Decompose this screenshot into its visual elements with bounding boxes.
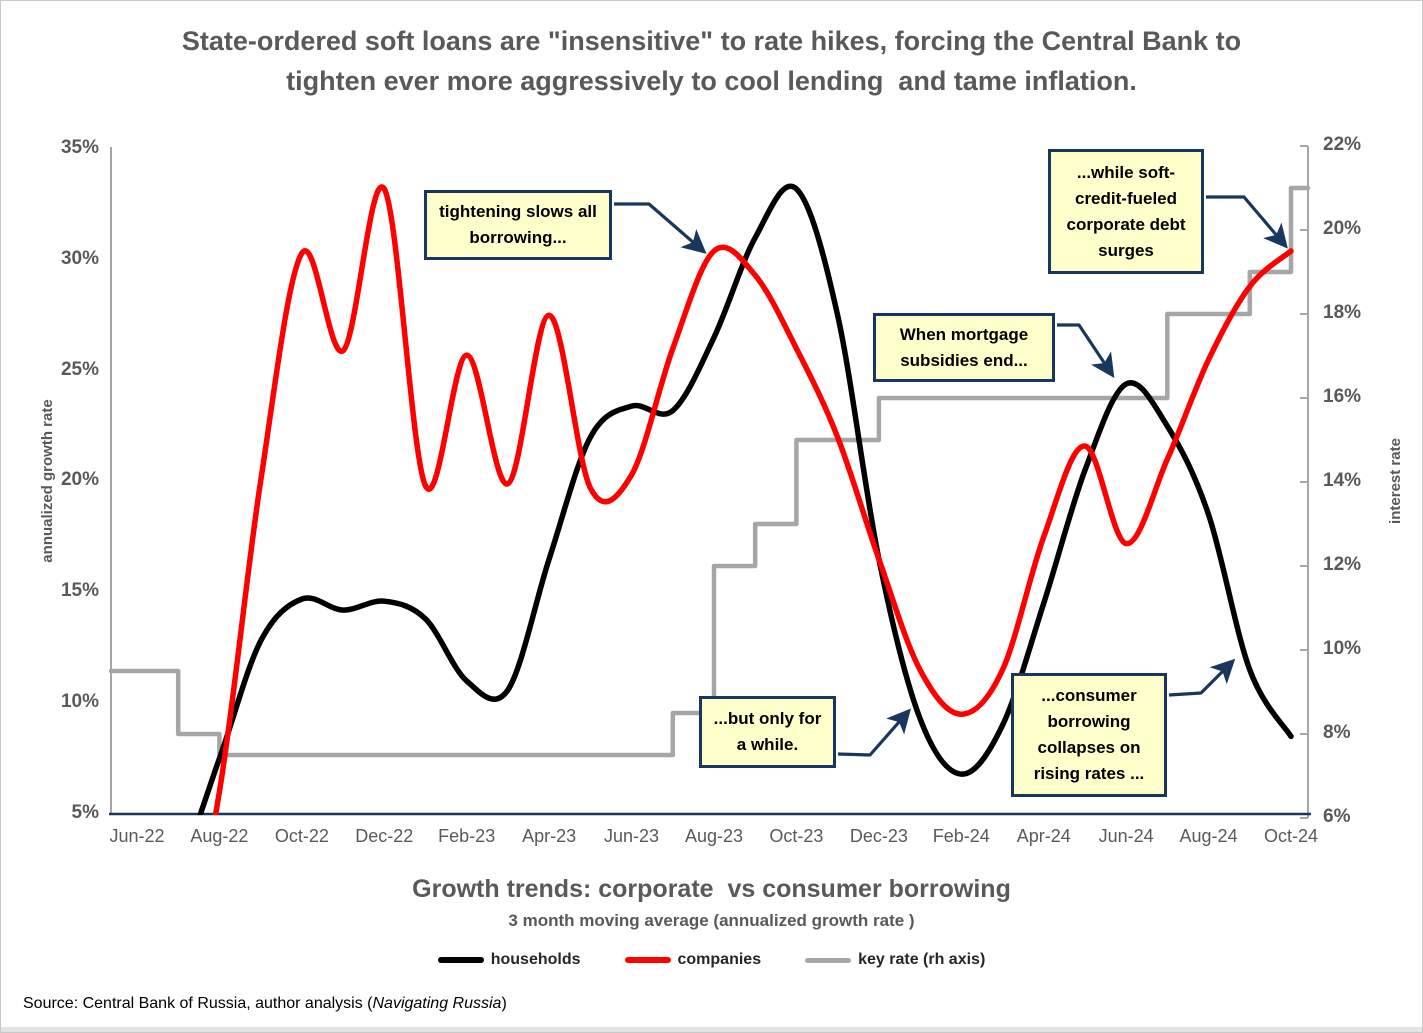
x-axis-tick-label: Oct-23 xyxy=(769,826,824,846)
x-axis-tick-label: Jun-24 xyxy=(1098,826,1154,846)
x-axis-tick-label: Jun-23 xyxy=(604,826,660,846)
arrow-layer xyxy=(614,195,1288,757)
annotation-arrow xyxy=(1168,658,1236,697)
companies-line xyxy=(212,184,1294,815)
annotation-arrow xyxy=(1057,323,1115,378)
key-rate-rh-axis--line xyxy=(109,185,1311,758)
right-axis-tick-label: 8% xyxy=(1323,722,1351,743)
page-title: State-ordered soft loans are "insensitiv… xyxy=(181,26,1242,96)
legend-item-households: households xyxy=(437,951,581,969)
households-line-swatch xyxy=(437,957,484,963)
left-axis-tick-label: 5% xyxy=(71,802,99,823)
households-line xyxy=(197,183,1294,815)
x-axis-tick-label: Apr-23 xyxy=(522,826,577,846)
series-layer xyxy=(109,183,1311,815)
x-axis-tick-label: Dec-22 xyxy=(355,826,414,846)
x-axis-tick-label: Jun-22 xyxy=(109,826,165,846)
legend-item-companies: companies xyxy=(624,951,762,969)
x-axis-tick-label: Oct-24 xyxy=(1263,826,1318,846)
key-rate-line-swatch xyxy=(805,957,852,963)
x-axis-tick-label: Feb-23 xyxy=(438,826,496,846)
legend: households companies key rate (rh axis) xyxy=(1,951,1422,969)
legend-item-key-rate: key rate (rh axis) xyxy=(805,951,985,969)
source-text-suffix: ) xyxy=(501,995,507,1012)
legend-label: companies xyxy=(677,951,762,968)
annotation-box: ...but only for a while. xyxy=(699,696,836,768)
right-axis-tick-label: 6% xyxy=(1323,806,1351,827)
right-axis-tick-label: 16% xyxy=(1323,386,1362,407)
x-axis-tick-label: Aug-24 xyxy=(1179,826,1238,846)
companies-line-swatch xyxy=(624,957,671,963)
left-axis-tick-label: 30% xyxy=(60,247,99,269)
annotation-arrow xyxy=(837,708,911,757)
annotation-box: ...while soft-credit-fueled corporate de… xyxy=(1048,149,1204,274)
annotation-arrow xyxy=(1206,195,1288,249)
annotation-box: tightening slows all borrowing... xyxy=(424,190,612,260)
annotation-arrow xyxy=(614,202,707,254)
source-text: Source: Central Bank of Russia, author a… xyxy=(23,995,373,1012)
x-axis-tick-label: Apr-24 xyxy=(1016,826,1071,846)
left-axis-tick-label: 15% xyxy=(60,580,99,602)
source-publication: Navigating Russia xyxy=(372,995,502,1012)
x-axis-tick-label: Aug-23 xyxy=(684,826,743,846)
left-axis-tick-label: 10% xyxy=(60,691,99,713)
x-axis-tick-label: Dec-23 xyxy=(849,826,908,846)
left-axis-tick-label: 20% xyxy=(60,469,99,491)
right-axis-tick-label: 14% xyxy=(1323,470,1362,491)
legend-label: households xyxy=(490,951,581,968)
left-axis-tick-label: 25% xyxy=(60,358,99,380)
right-axis-tick-label: 20% xyxy=(1323,218,1362,239)
x-axis-tick-label: Aug-22 xyxy=(190,826,249,846)
right-axis-tick-label: 12% xyxy=(1323,554,1362,575)
annotation-box: ...consumer borrowing collapses on risin… xyxy=(1011,673,1167,797)
left-axis-tick-label: 35% xyxy=(60,136,99,158)
chart-subtitle-note: 3 month moving average (annualized growt… xyxy=(508,911,915,930)
x-axis-tick-label: Feb-24 xyxy=(932,826,990,846)
x-axis-tick-label: Oct-22 xyxy=(274,826,329,846)
right-axis-tick-label: 10% xyxy=(1323,638,1362,659)
axes-layer xyxy=(109,145,1311,819)
annotation-box: When mortgage subsidies end... xyxy=(873,313,1055,382)
source-note: Source: Central Bank of Russia, author a… xyxy=(23,995,507,1013)
right-axis-tick-label: 22% xyxy=(1323,134,1362,155)
chart-subtitle: Growth trends: corporate vs consumer bor… xyxy=(412,875,1011,903)
legend-label: key rate (rh axis) xyxy=(858,951,986,968)
right-axis-tick-label: 18% xyxy=(1323,302,1362,323)
